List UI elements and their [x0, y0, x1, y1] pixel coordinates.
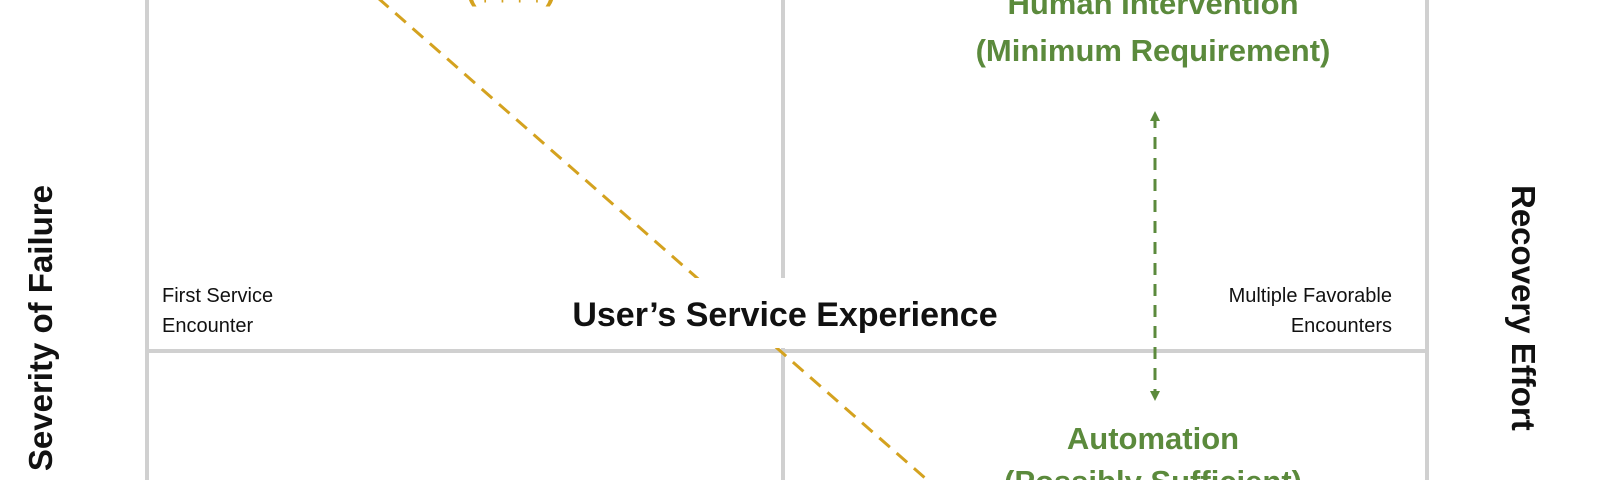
top-right-subtitle: (Minimum Requirement): [976, 33, 1331, 68]
label-background: [530, 278, 1040, 348]
trend-line: [378, 0, 926, 480]
bottom-right-title: Automation: [1067, 421, 1239, 456]
x-axis-left-label: First Service: [162, 285, 273, 307]
bottom-right-subtitle: (Possibly Sufficient): [1004, 464, 1302, 480]
top-right-title: Human Intervention: [1007, 0, 1298, 21]
x-axis-label: User’s Service Experience: [572, 296, 997, 334]
x-axis-right-label: Multiple Favorable: [1229, 285, 1392, 307]
right-axis-label: Recovery Effort: [1505, 185, 1542, 431]
left-axis-label: Severity of Failure: [22, 185, 59, 471]
x-axis-left-label: Encounter: [162, 315, 254, 337]
x-axis-right-label: Encounters: [1291, 315, 1392, 337]
cost-label: ($$$$): [466, 0, 556, 7]
